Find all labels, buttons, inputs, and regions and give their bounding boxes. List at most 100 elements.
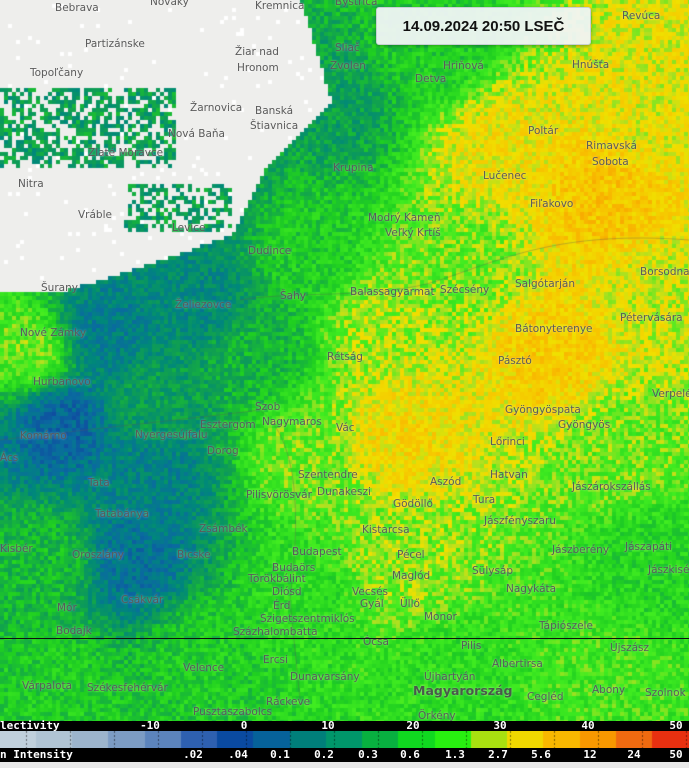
place-label: Vác (336, 422, 355, 434)
place-label: Nováky (150, 0, 189, 8)
place-label: Nové Zámky (20, 327, 87, 339)
place-label: Gyál (360, 598, 384, 610)
place-label: Érd (273, 600, 291, 612)
place-label: Žarnovica (190, 102, 243, 114)
place-label: Bicske (177, 549, 211, 561)
reflectivity-tick: 20 (406, 719, 420, 732)
place-label: Újhartyán (424, 671, 476, 683)
place-label: Kisbér (0, 543, 33, 555)
intensity-tick: 12 (583, 748, 597, 761)
reflectivity-tick: -10 (140, 719, 160, 732)
place-label: Salgótarján (515, 278, 575, 290)
place-label: Ercsi (263, 654, 288, 666)
place-label: Zvolen (330, 60, 366, 72)
place-label: Zsámbék (199, 523, 248, 535)
place-label: Poltár (528, 125, 559, 137)
place-label: Jászkisér (648, 564, 689, 576)
reflectivity-label: lectivity (0, 719, 60, 732)
place-label: Sülysáp (472, 565, 514, 577)
reflectivity-scale: lectivity -10 0 10 20 30 40 50 (0, 719, 689, 732)
intensity-label: n Intensity (0, 748, 73, 761)
place-label: Székesfehérvár (87, 682, 168, 694)
place-label: Örkény (418, 710, 456, 722)
place-label: Bátonyterenye (515, 323, 593, 335)
color-scale-bar (0, 731, 689, 748)
place-label: Bodajk (56, 625, 92, 637)
place-label: Hurbanovo (33, 376, 91, 388)
place-label: Törökbálint (248, 573, 306, 585)
place-label: Mór (57, 602, 77, 614)
place-label: Oroszlány (72, 549, 124, 561)
intensity-tick: .02 (183, 748, 203, 761)
place-label: Levice (172, 222, 206, 234)
place-label: Banská (255, 105, 294, 117)
place-label: Szolnok (645, 687, 686, 699)
place-label: Bystrica (335, 0, 378, 8)
timestamp: 14.09.2024 20:50 LSEČ (402, 17, 565, 35)
intensity-tick: 0.2 (314, 748, 334, 761)
place-label: Bebrava (55, 2, 99, 14)
place-label: Jászfényszaru (484, 515, 556, 527)
map-divider-line (0, 638, 689, 639)
reflectivity-tick: 50 (669, 719, 683, 732)
place-label: Cegléd (527, 691, 564, 703)
place-label: Albertirsa (492, 658, 543, 670)
place-label: Šurany (41, 282, 78, 294)
place-label: Nagykáta (506, 583, 557, 595)
place-label: Vecsés (352, 586, 389, 598)
place-label: Pilisvörösvár (246, 489, 312, 501)
place-label: Ács (0, 452, 19, 464)
place-label: Maglód (392, 570, 431, 582)
place-label: Esztergom (200, 419, 256, 431)
intensity-tick: 0.3 (358, 748, 378, 761)
place-label: Abony (592, 684, 626, 696)
place-label: Hriňová (443, 60, 484, 72)
place-label: Várpalota (22, 680, 73, 692)
place-label: Lučenec (483, 170, 527, 182)
place-label: Sobota (592, 156, 629, 168)
place-label: Nyergesújfalu (135, 429, 208, 441)
place-label: Tápiószele (539, 620, 593, 632)
place-label: Dorog (207, 445, 239, 457)
place-label: Pusztaszabolcs (193, 706, 273, 718)
place-label: Százhalombatta (233, 626, 318, 638)
intensity-tick: 1.3 (445, 748, 465, 761)
place-label: Kremnica (255, 0, 305, 12)
place-label: Nagymaros (262, 416, 322, 428)
place-label: Jászárokszállás (572, 481, 651, 493)
place-label: Kistarcsa (362, 524, 410, 536)
place-label: Monor (424, 611, 457, 623)
place-label: Magyarország (413, 683, 513, 698)
place-label: Hronom (237, 62, 279, 74)
place-label: Aszód (430, 476, 462, 488)
place-label: Detva (415, 73, 447, 85)
intensity-tick: 5.6 (531, 748, 551, 761)
radar-map[interactable] (0, 0, 689, 722)
place-label: Újszász (610, 642, 650, 654)
place-label: Modrý Kameň (368, 212, 441, 224)
place-label: Tata (88, 477, 110, 489)
place-label: Tatabánya (95, 508, 150, 520)
place-label: Velence (183, 662, 225, 674)
place-label: Dunavarsány (290, 671, 360, 683)
place-label: Nová Baňa (168, 128, 225, 140)
intensity-scale: n Intensity .02 .04 0.1 0.2 0.3 0.6 1.3 … (0, 748, 689, 762)
place-label: Tura (473, 494, 496, 506)
reflectivity-tick: 40 (581, 719, 595, 732)
place-label: Szob (255, 401, 281, 413)
intensity-tick: 0.6 (400, 748, 420, 761)
place-label: Dunakeszi (317, 486, 371, 498)
intensity-tick: 0.1 (270, 748, 290, 761)
place-label: Rétság (327, 351, 363, 363)
place-label: Diósd (272, 586, 302, 598)
place-label: Jászberény (552, 544, 610, 556)
timestamp-box: 14.09.2024 20:50 LSEČ (376, 7, 591, 45)
place-label: Fiľakovo (530, 198, 574, 210)
place-label: Pilis (461, 640, 482, 652)
place-label: Hnúšťa (572, 59, 610, 71)
place-label: Komárno (20, 430, 67, 442)
place-label: Šahy (280, 290, 306, 302)
place-label: Rimavská (586, 140, 637, 152)
place-label: Štiavnica (250, 120, 299, 132)
place-label: Nitra (18, 178, 44, 190)
